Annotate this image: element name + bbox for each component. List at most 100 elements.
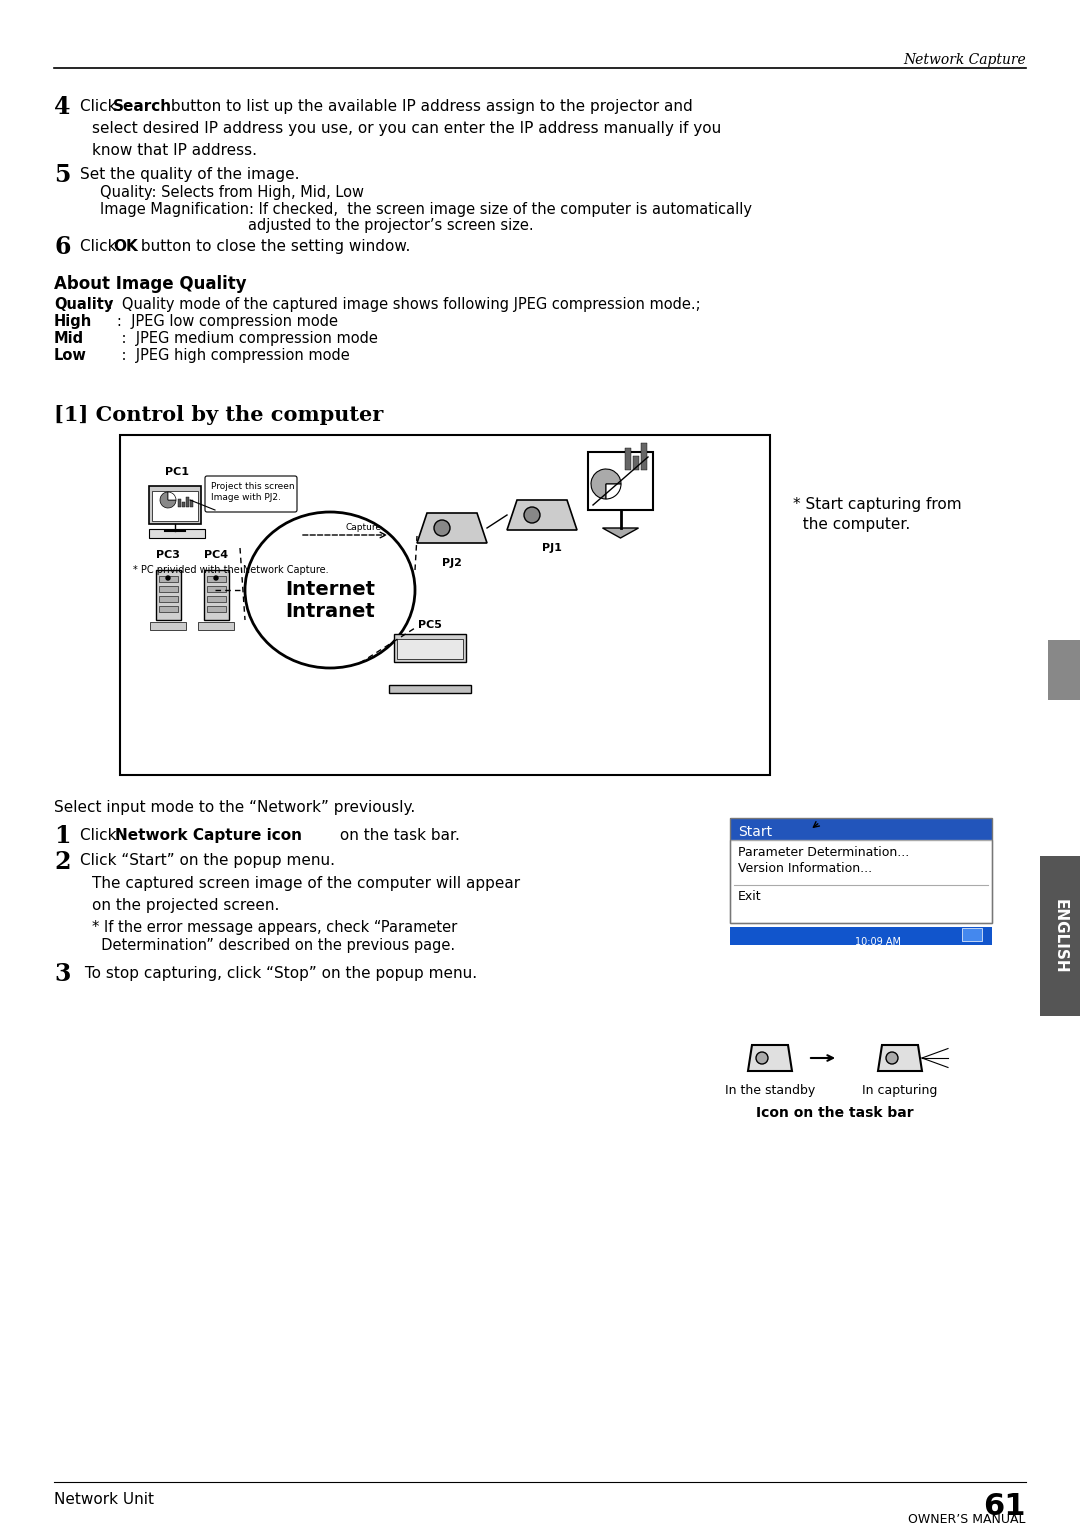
Bar xyxy=(203,570,229,619)
Text: Click: Click xyxy=(80,239,121,254)
Text: know that IP address.: know that IP address. xyxy=(92,144,257,157)
Bar xyxy=(156,570,180,619)
Bar xyxy=(186,497,189,508)
Text: Internet: Internet xyxy=(285,579,375,599)
Circle shape xyxy=(166,576,170,579)
Bar xyxy=(178,498,181,508)
Text: [1] Control by the computer: [1] Control by the computer xyxy=(54,405,383,425)
Text: PJ1: PJ1 xyxy=(542,543,562,553)
Bar xyxy=(642,443,647,469)
Text: Network Unit: Network Unit xyxy=(54,1492,154,1508)
Text: In capturing: In capturing xyxy=(862,1084,937,1096)
Circle shape xyxy=(886,1052,897,1064)
Text: :  Quality mode of the captured image shows following JPEG compression mode.;: : Quality mode of the captured image sho… xyxy=(103,297,701,312)
Text: In the standby: In the standby xyxy=(725,1084,815,1096)
Text: PC4: PC4 xyxy=(204,550,228,560)
Text: Image with PJ2.: Image with PJ2. xyxy=(211,492,281,502)
Text: on the task bar.: on the task bar. xyxy=(335,829,460,842)
Circle shape xyxy=(214,576,218,579)
Text: Low: Low xyxy=(54,349,86,362)
Bar xyxy=(730,839,993,924)
Text: OK: OK xyxy=(113,239,138,254)
Text: PJ2: PJ2 xyxy=(442,558,462,567)
Text: 61: 61 xyxy=(984,1492,1026,1521)
Text: Determination” described on the previous page.: Determination” described on the previous… xyxy=(92,937,455,953)
Polygon shape xyxy=(417,514,487,543)
Text: 6: 6 xyxy=(54,235,70,258)
Bar xyxy=(159,576,177,583)
Bar xyxy=(206,596,226,602)
Text: The captured screen image of the computer will appear: The captured screen image of the compute… xyxy=(92,876,521,891)
Text: PC1: PC1 xyxy=(165,466,189,477)
Text: Click: Click xyxy=(80,829,121,842)
Bar xyxy=(159,596,177,602)
Text: ENGLISH: ENGLISH xyxy=(1053,899,1067,974)
Text: the computer.: the computer. xyxy=(793,517,910,532)
Text: 3: 3 xyxy=(54,962,70,986)
Text: Icon on the task bar: Icon on the task bar xyxy=(756,1105,914,1121)
Ellipse shape xyxy=(245,512,415,668)
Text: PC5: PC5 xyxy=(418,619,442,630)
Bar xyxy=(206,576,226,583)
Bar xyxy=(159,586,177,592)
Polygon shape xyxy=(748,1044,792,1070)
FancyBboxPatch shape xyxy=(205,476,297,512)
Bar xyxy=(190,500,193,508)
Text: Mid: Mid xyxy=(54,330,84,346)
Bar xyxy=(730,818,993,839)
Text: 1: 1 xyxy=(54,824,70,849)
Wedge shape xyxy=(168,492,176,500)
Bar xyxy=(198,622,234,630)
Text: PC3: PC3 xyxy=(157,550,180,560)
Text: Start: Start xyxy=(738,826,772,839)
Text: Set the quality of the image.: Set the quality of the image. xyxy=(80,167,299,182)
Text: Intranet: Intranet xyxy=(285,602,375,621)
Bar xyxy=(152,491,198,521)
Circle shape xyxy=(434,520,450,537)
Bar xyxy=(625,448,631,469)
Text: Quality: Selects from High, Mid, Low: Quality: Selects from High, Mid, Low xyxy=(100,185,364,200)
Bar xyxy=(159,605,177,612)
Text: Select input mode to the “Network” previously.: Select input mode to the “Network” previ… xyxy=(54,800,415,815)
Text: :  JPEG high compression mode: : JPEG high compression mode xyxy=(103,349,350,362)
Text: Network Capture icon: Network Capture icon xyxy=(114,829,302,842)
Text: * Start capturing from: * Start capturing from xyxy=(793,497,961,512)
Wedge shape xyxy=(591,469,621,498)
Bar xyxy=(149,486,201,524)
Text: To stop capturing, click “Stop” on the popup menu.: To stop capturing, click “Stop” on the p… xyxy=(80,966,477,982)
Bar xyxy=(962,928,982,940)
Wedge shape xyxy=(160,492,176,508)
Text: adjusted to the projector’s screen size.: adjusted to the projector’s screen size. xyxy=(248,219,534,232)
Bar xyxy=(120,434,770,775)
Bar xyxy=(206,605,226,612)
Polygon shape xyxy=(878,1044,922,1070)
Text: :  JPEG medium compression mode: : JPEG medium compression mode xyxy=(103,330,378,346)
Bar xyxy=(730,818,993,924)
Text: * PC privided with the Network Capture.: * PC privided with the Network Capture. xyxy=(133,566,328,575)
Text: Search: Search xyxy=(113,99,172,115)
Text: Click: Click xyxy=(80,99,121,115)
Polygon shape xyxy=(603,528,638,538)
Text: Capture: Capture xyxy=(345,523,381,532)
Text: select desired IP address you use, or you can enter the IP address manually if y: select desired IP address you use, or yo… xyxy=(92,121,721,136)
Text: Image Magnification: If checked,  the screen image size of the computer is autom: Image Magnification: If checked, the scr… xyxy=(100,202,752,217)
Text: 4: 4 xyxy=(54,95,70,119)
Text: About Image Quality: About Image Quality xyxy=(54,275,246,294)
Bar xyxy=(206,586,226,592)
Text: button to list up the available IP address assign to the projector and: button to list up the available IP addre… xyxy=(166,99,692,115)
Bar xyxy=(149,529,205,538)
Text: Project this screen: Project this screen xyxy=(211,482,295,491)
Text: High: High xyxy=(54,313,92,329)
Bar xyxy=(1048,641,1080,700)
Text: :  JPEG low compression mode: : JPEG low compression mode xyxy=(103,313,338,329)
Bar xyxy=(394,635,465,662)
Text: * If the error message appears, check “Parameter: * If the error message appears, check “P… xyxy=(92,920,457,936)
Text: Network Capture: Network Capture xyxy=(903,54,1026,67)
Text: 10:09 AM: 10:09 AM xyxy=(855,937,901,946)
Text: Version Information...: Version Information... xyxy=(738,862,873,875)
Bar xyxy=(730,927,993,945)
Bar xyxy=(588,453,653,511)
Text: Quality: Quality xyxy=(54,297,113,312)
Bar xyxy=(183,502,185,508)
Text: OWNER’S MANUAL: OWNER’S MANUAL xyxy=(908,1514,1026,1526)
